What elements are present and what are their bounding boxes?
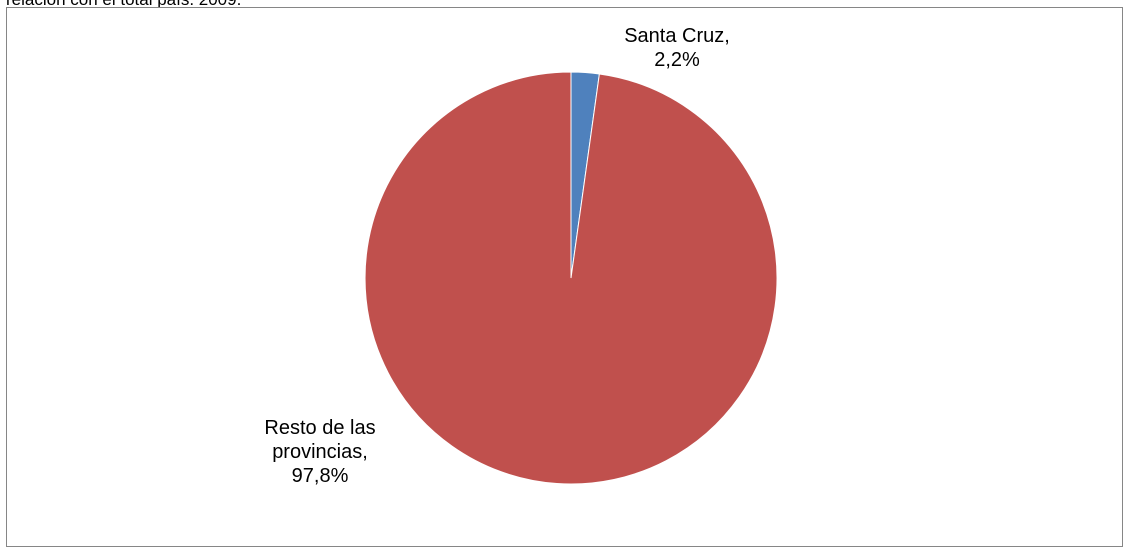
- data-label-santa-cruz-value: 2,2%: [654, 49, 700, 71]
- data-label-resto-de-las-provincias: Resto de las provincias, 97,8%: [240, 416, 400, 488]
- data-label-resto-line-2: provincias,: [272, 441, 368, 463]
- data-label-resto-line-1: Resto de las: [264, 417, 376, 439]
- pie-slice-resto-de-las-provincias: [364, 71, 778, 485]
- data-label-resto-value: 97,8%: [291, 465, 349, 487]
- pie-slices: [364, 71, 778, 485]
- data-label-santa-cruz: Santa Cruz, 2,2%: [612, 24, 742, 72]
- data-label-santa-cruz-name: Santa Cruz,: [624, 25, 730, 47]
- figure-caption: relación con el total país. 2009.: [6, 0, 241, 10]
